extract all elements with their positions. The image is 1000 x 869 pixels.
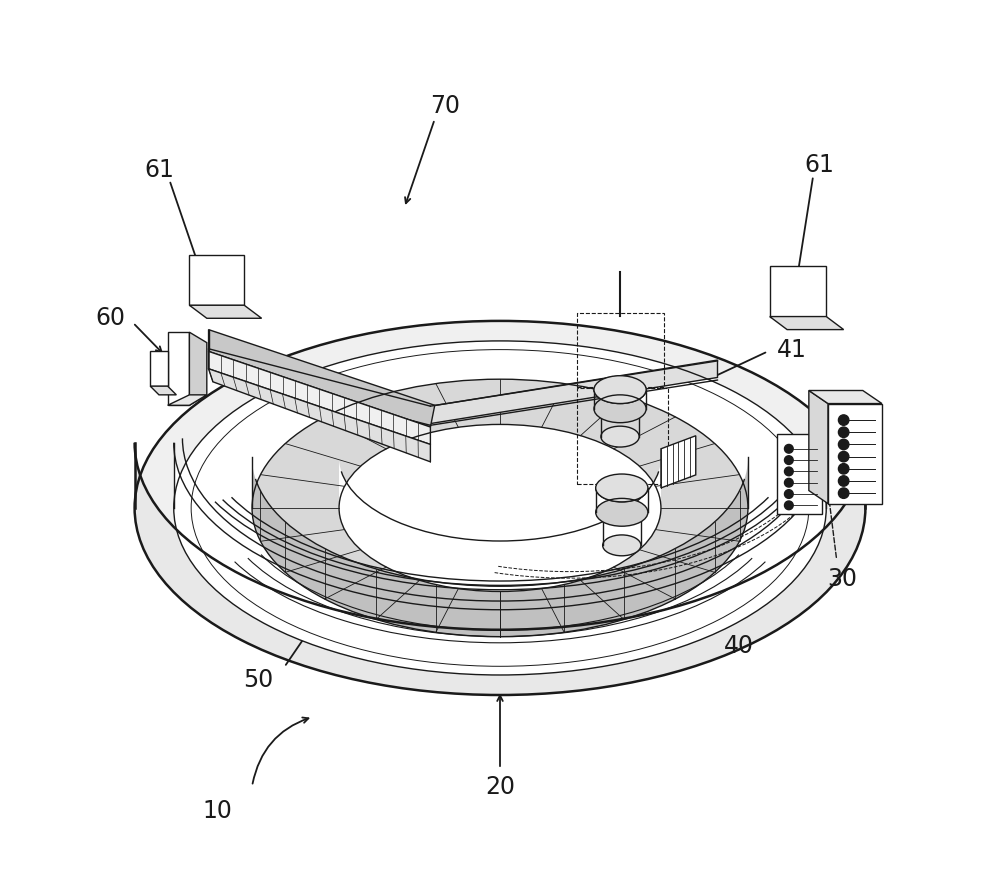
- Polygon shape: [189, 306, 262, 319]
- Polygon shape: [809, 391, 828, 504]
- Polygon shape: [209, 330, 435, 428]
- Ellipse shape: [596, 499, 648, 527]
- Circle shape: [784, 445, 793, 454]
- Polygon shape: [828, 404, 882, 504]
- Polygon shape: [770, 317, 844, 330]
- Ellipse shape: [174, 342, 826, 675]
- Ellipse shape: [339, 425, 661, 592]
- Circle shape: [784, 468, 793, 476]
- Ellipse shape: [252, 380, 748, 637]
- Polygon shape: [135, 443, 865, 695]
- Circle shape: [784, 456, 793, 465]
- Polygon shape: [168, 333, 189, 406]
- Polygon shape: [150, 387, 176, 395]
- Polygon shape: [252, 458, 748, 637]
- Circle shape: [784, 479, 793, 488]
- Text: 40: 40: [724, 633, 754, 657]
- Text: 50: 50: [243, 667, 273, 692]
- Polygon shape: [339, 458, 661, 592]
- Text: 41: 41: [777, 337, 806, 362]
- Polygon shape: [174, 443, 826, 675]
- Ellipse shape: [135, 322, 865, 695]
- Polygon shape: [430, 361, 717, 424]
- Circle shape: [838, 415, 849, 426]
- Circle shape: [838, 476, 849, 487]
- Polygon shape: [168, 395, 207, 406]
- Ellipse shape: [174, 342, 826, 675]
- Text: 30: 30: [827, 566, 857, 590]
- Circle shape: [784, 501, 793, 510]
- Polygon shape: [150, 352, 168, 387]
- Polygon shape: [809, 391, 882, 404]
- Ellipse shape: [339, 425, 661, 592]
- Polygon shape: [777, 434, 822, 514]
- Circle shape: [838, 440, 849, 450]
- Polygon shape: [189, 333, 207, 406]
- Text: 10: 10: [202, 798, 232, 822]
- Bar: [577, 388, 668, 484]
- Polygon shape: [209, 369, 430, 462]
- Bar: [577, 314, 664, 388]
- Polygon shape: [661, 436, 696, 488]
- Circle shape: [838, 488, 849, 499]
- Text: 61: 61: [804, 153, 834, 177]
- Ellipse shape: [594, 376, 646, 404]
- Ellipse shape: [603, 535, 641, 556]
- Ellipse shape: [594, 395, 646, 423]
- Text: 20: 20: [485, 774, 515, 799]
- Text: 60: 60: [95, 305, 125, 329]
- Circle shape: [784, 490, 793, 499]
- Circle shape: [838, 428, 849, 438]
- Text: 70: 70: [430, 94, 460, 118]
- Polygon shape: [189, 255, 244, 306]
- Polygon shape: [209, 349, 404, 426]
- Ellipse shape: [601, 427, 639, 448]
- Polygon shape: [770, 267, 826, 317]
- Text: 62: 62: [854, 468, 884, 492]
- Circle shape: [838, 452, 849, 462]
- Polygon shape: [209, 352, 430, 445]
- Text: 61: 61: [144, 157, 174, 182]
- Circle shape: [838, 464, 849, 474]
- Ellipse shape: [596, 474, 648, 502]
